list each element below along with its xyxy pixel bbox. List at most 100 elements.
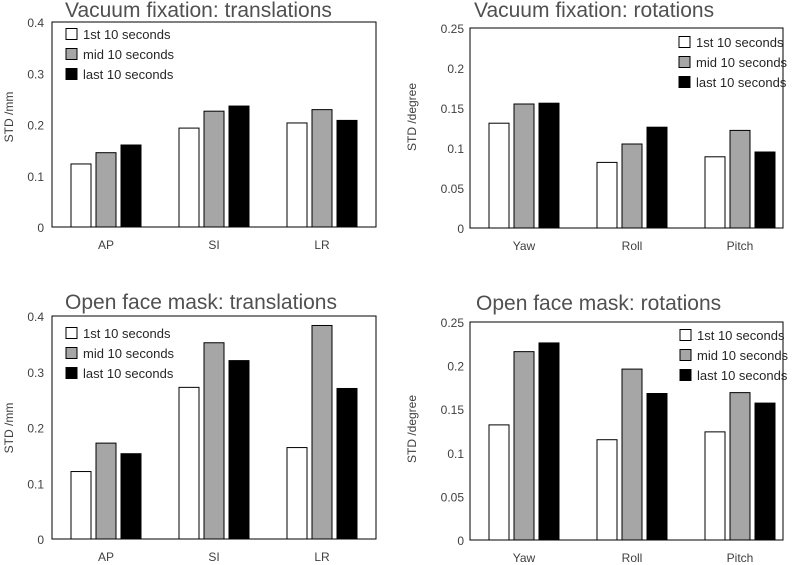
- y-axis-label: STD /mm: [2, 403, 16, 454]
- x-category-label: Yaw: [513, 239, 536, 253]
- legend-label: mid 10 seconds: [83, 346, 175, 361]
- y-tick-label: 0.05: [441, 490, 465, 504]
- bar-pitch-3: [754, 151, 776, 229]
- y-tick-label: 0.3: [27, 67, 44, 81]
- bar-roll-1: [596, 439, 618, 541]
- bar-pitch-2: [729, 129, 751, 229]
- bar-ap-3: [120, 144, 142, 228]
- y-tick-label: 0: [37, 533, 44, 547]
- y-tick-label: 0: [457, 534, 464, 548]
- x-category-label: AP: [98, 238, 114, 252]
- y-tick-label: 0.15: [441, 102, 465, 116]
- bar-si-2: [203, 342, 225, 540]
- y-axis-label: STD /degree: [405, 395, 419, 463]
- bar-si-2: [203, 110, 225, 228]
- bar-si-1: [178, 127, 200, 228]
- legend-label: 1st 10 seconds: [83, 27, 171, 42]
- legend-swatch: [65, 347, 78, 359]
- y-axis-label: STD /degree: [405, 83, 419, 151]
- y-tick-label: 0.1: [27, 170, 44, 184]
- y-tick-label: 0.2: [27, 119, 44, 133]
- bar-roll-3: [646, 126, 668, 229]
- bar-lr-2: [311, 109, 333, 228]
- chart-vacuum-rotations: Vacuum fixation: rotations STD /degree 0…: [405, 0, 788, 253]
- legend-swatch: [65, 68, 78, 80]
- chart-title: Vacuum fixation: rotations: [474, 0, 714, 22]
- legend-swatch: [679, 369, 692, 381]
- chart-mask-translations: Open face mask: translations STD /mm 0 0.…: [2, 291, 377, 564]
- legend-swatch: [678, 56, 691, 68]
- bar-yaw-3: [538, 342, 560, 541]
- chart-vacuum-translations: Vacuum fixation: translations STD /mm 0 0…: [2, 0, 377, 252]
- bar-ap-3: [120, 453, 142, 540]
- x-category-label: LR: [314, 238, 330, 252]
- y-tick-label: 0.2: [447, 360, 464, 374]
- x-category-label: AP: [98, 550, 114, 564]
- bar-si-3: [228, 360, 250, 540]
- legend-swatch: [678, 36, 691, 48]
- y-tick-label: 0: [457, 222, 464, 236]
- legend-label: mid 10 seconds: [83, 47, 175, 62]
- legend-label: mid 10 seconds: [696, 55, 788, 70]
- legend-swatch: [65, 367, 78, 379]
- y-tick-label: 0.1: [27, 477, 44, 491]
- y-tick-label: 0.25: [441, 316, 465, 330]
- bar-yaw-2: [513, 351, 535, 541]
- bar-yaw-1: [488, 424, 510, 541]
- bar-ap-2: [95, 152, 117, 228]
- y-tick-label: 0.05: [441, 182, 465, 196]
- bar-roll-2: [621, 368, 643, 541]
- bar-lr-3: [336, 387, 358, 540]
- legend-swatch: [678, 76, 691, 88]
- legend-label: last 10 seconds: [83, 67, 174, 82]
- y-tick-label: 0.1: [447, 447, 464, 461]
- y-axis-label: STD /mm: [2, 92, 16, 143]
- legend-label: last 10 seconds: [697, 368, 788, 383]
- y-tick-label: 0.25: [441, 22, 465, 36]
- y-tick-label: 0: [37, 221, 44, 235]
- x-category-label: Roll: [622, 551, 643, 565]
- legend-label: last 10 seconds: [83, 366, 174, 381]
- legend-swatch: [679, 329, 692, 341]
- y-tick-label: 0.15: [441, 403, 465, 417]
- legend-label: mid 10 seconds: [697, 348, 789, 363]
- bar-pitch-2: [729, 392, 751, 541]
- x-category-label: SI: [208, 550, 219, 564]
- bar-ap-1: [70, 471, 92, 540]
- bar-ap-1: [70, 163, 92, 228]
- bar-roll-2: [621, 143, 643, 229]
- bar-yaw-1: [488, 122, 510, 229]
- legend-label: 1st 10 seconds: [83, 326, 171, 341]
- legend-swatch: [65, 327, 78, 339]
- x-category-label: Pitch: [727, 551, 754, 565]
- bar-lr-1: [286, 447, 308, 540]
- bar-yaw-2: [513, 103, 535, 229]
- y-tick-label: 0.2: [27, 422, 44, 436]
- chart-title: Open face mask: translations: [65, 291, 337, 314]
- bar-yaw-3: [538, 102, 560, 229]
- bar-ap-2: [95, 442, 117, 540]
- y-tick-label: 0.3: [27, 366, 44, 380]
- y-tick-label: 0.2: [447, 62, 464, 76]
- x-category-label: Pitch: [727, 239, 754, 253]
- legend-swatch: [679, 349, 692, 361]
- bar-si-1: [178, 386, 200, 540]
- x-category-label: Roll: [622, 239, 643, 253]
- chart-mask-rotations: Open face mask: rotations STD /degree 0 0…: [405, 292, 789, 565]
- legend-label: 1st 10 seconds: [697, 328, 785, 343]
- bar-pitch-3: [754, 402, 776, 541]
- y-tick-label: 0.4: [27, 310, 44, 324]
- x-category-label: SI: [208, 238, 219, 252]
- bar-pitch-1: [704, 431, 726, 541]
- y-tick-label: 0.1: [447, 142, 464, 156]
- legend-label: last 10 seconds: [696, 75, 787, 90]
- legend-swatch: [65, 48, 78, 60]
- bar-lr-1: [286, 122, 308, 228]
- y-tick-label: 0.4: [27, 16, 44, 30]
- legend-label: 1st 10 seconds: [696, 35, 784, 50]
- bar-si-3: [228, 105, 250, 228]
- bar-roll-1: [596, 161, 618, 229]
- bar-lr-3: [336, 119, 358, 228]
- chart-title: Open face mask: rotations: [476, 292, 721, 315]
